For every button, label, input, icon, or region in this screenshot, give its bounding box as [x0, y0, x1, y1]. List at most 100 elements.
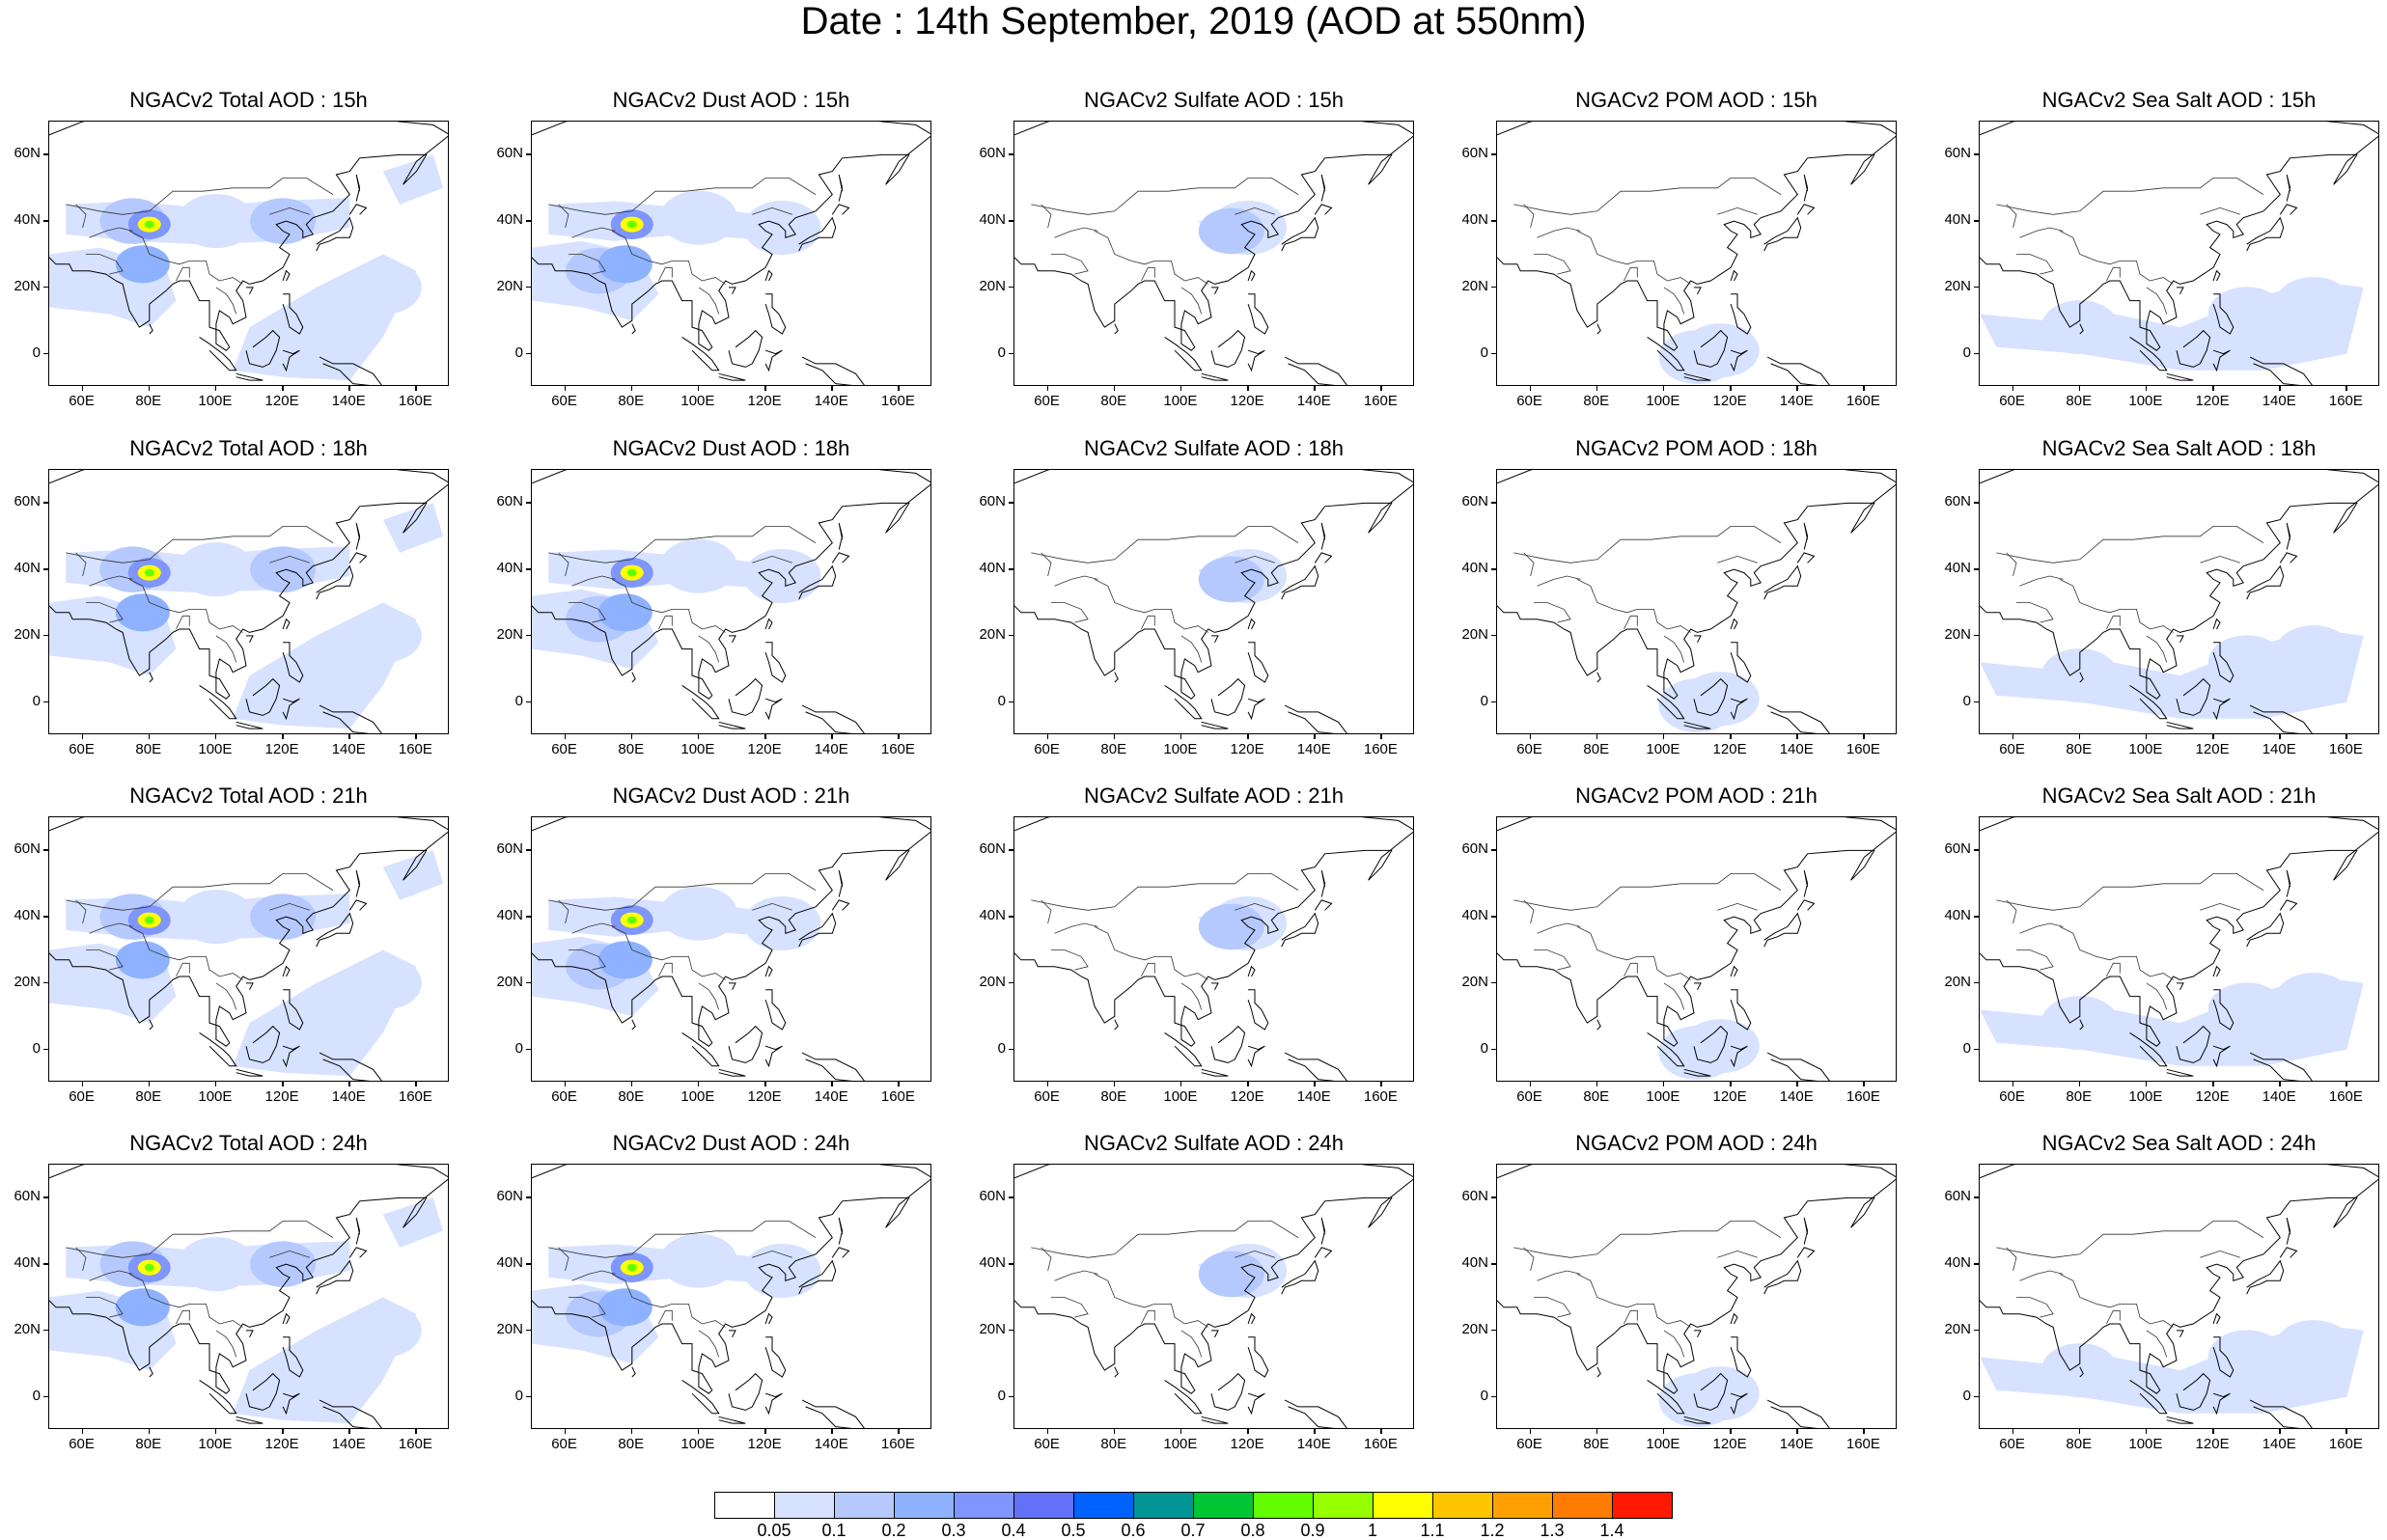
- x-tick-label: 160E: [1846, 741, 1880, 757]
- x-tick-label: 60E: [1999, 741, 2025, 757]
- aod-peak-core: [626, 916, 637, 924]
- x-tick: [898, 1082, 900, 1086]
- x-tick: [1796, 1429, 1798, 1434]
- x-tick-label: 80E: [2066, 393, 2093, 409]
- coastline: [2286, 174, 2291, 202]
- country-border: [571, 227, 616, 238]
- map-panel-seasalt: [1979, 121, 2379, 386]
- x-tick-label: 60E: [1999, 393, 2025, 409]
- country-border: [548, 873, 817, 911]
- coastline: [764, 642, 787, 683]
- y-tick: [526, 1263, 531, 1265]
- country-border: [66, 1221, 334, 1258]
- country-border: [1051, 1297, 1089, 1318]
- aod-feature: [2207, 287, 2286, 342]
- country-border: [548, 178, 817, 215]
- colorbar-cell: [954, 1492, 1014, 1519]
- y-tick-label: 40N: [1944, 1254, 1971, 1272]
- colorbar-label: 0.4: [1001, 1521, 1026, 1540]
- x-tick-label: 160E: [2328, 393, 2363, 409]
- panel-title: NGACv2 Dust AOD : 21h: [612, 784, 850, 808]
- country-border: [698, 982, 720, 1010]
- coastline: [631, 323, 636, 335]
- country-border: [558, 204, 569, 229]
- coastline: [1320, 869, 1326, 897]
- coastline: [764, 618, 773, 630]
- x-tick-label: 140E: [331, 1436, 366, 1452]
- coastline: [2166, 372, 2194, 381]
- country-border: [1051, 602, 1089, 623]
- y-tick-label: 40N: [979, 907, 1006, 924]
- country-border: [128, 926, 243, 980]
- coastline: [2129, 684, 2168, 720]
- y-tick-label: 0: [32, 1039, 41, 1057]
- y-tick-label: 60N: [496, 1188, 523, 1205]
- y-tick: [526, 286, 531, 289]
- aod-feature: [2040, 648, 2119, 703]
- coastline: [1314, 552, 1333, 564]
- country-border: [269, 902, 310, 911]
- country-border: [1054, 575, 1098, 587]
- coastline: [729, 635, 736, 644]
- map-panel-dust: [531, 1164, 931, 1429]
- x-tick-label: 140E: [331, 393, 366, 409]
- map-svg: [1497, 470, 1896, 733]
- country-border: [1041, 204, 1052, 229]
- aod-feature: [597, 245, 652, 284]
- country-border: [1523, 552, 1535, 577]
- x-tick-label: 140E: [814, 1088, 848, 1105]
- colorbar-label: 0.2: [881, 1521, 906, 1540]
- y-tick-label: 0: [1480, 692, 1488, 709]
- country-border: [1663, 982, 1685, 1010]
- coastline: [1201, 372, 1229, 381]
- panel-title: NGACv2 Sea Salt AOD : 15h: [2041, 88, 2317, 112]
- aod-feature: [659, 538, 737, 593]
- x-tick: [2345, 1429, 2347, 1434]
- coastline: [1796, 1247, 1816, 1258]
- x-tick: [2279, 386, 2281, 391]
- y-tick: [1491, 1395, 1496, 1398]
- x-tick-label: 120E: [2195, 1088, 2230, 1105]
- country-border: [1537, 922, 1581, 934]
- y-tick-label: 40N: [14, 1254, 41, 1272]
- map-panel-dust: [531, 469, 931, 734]
- x-tick-label: 120E: [264, 741, 299, 757]
- aod-feature: [1198, 903, 1264, 950]
- y-tick-label: 40N: [1944, 907, 1971, 924]
- country-border: [1663, 287, 1685, 315]
- figure-title: Date : 14th September, 2019 (AOD at 550n…: [800, 0, 1587, 42]
- coastline: [1014, 817, 1413, 1047]
- coastline: [1766, 1052, 1830, 1081]
- country-border: [611, 579, 726, 633]
- country-border: [1534, 254, 1571, 275]
- y-tick: [1974, 153, 1979, 155]
- x-tick-label: 120E: [264, 1088, 299, 1105]
- x-tick: [1247, 1429, 1249, 1434]
- y-tick-label: 0: [997, 692, 1006, 709]
- y-tick: [526, 916, 531, 918]
- coastline: [282, 293, 304, 335]
- x-tick: [1247, 1082, 1249, 1086]
- x-tick: [1596, 1082, 1598, 1086]
- y-tick: [526, 352, 531, 355]
- coastline: [798, 564, 837, 600]
- coastline: [1247, 269, 1256, 282]
- coastline: [1730, 642, 1752, 683]
- coastline: [728, 677, 763, 716]
- y-tick: [1009, 1395, 1013, 1398]
- coastline: [49, 122, 448, 351]
- x-tick-label: 100E: [680, 1436, 715, 1452]
- aod-feature: [115, 245, 170, 284]
- aod-feature: [1198, 556, 1264, 603]
- coastline: [831, 899, 850, 911]
- aod-feature: [2040, 996, 2119, 1051]
- country-border: [2006, 204, 2017, 229]
- x-tick-label: 100E: [1163, 1436, 1198, 1452]
- country-border: [89, 227, 133, 238]
- x-tick-label: 80E: [1583, 1088, 1610, 1105]
- aod-feature: [659, 886, 737, 941]
- x-tick: [2078, 386, 2081, 391]
- coastline: [1281, 1259, 1319, 1295]
- y-tick: [1009, 849, 1013, 851]
- country-border: [752, 555, 792, 564]
